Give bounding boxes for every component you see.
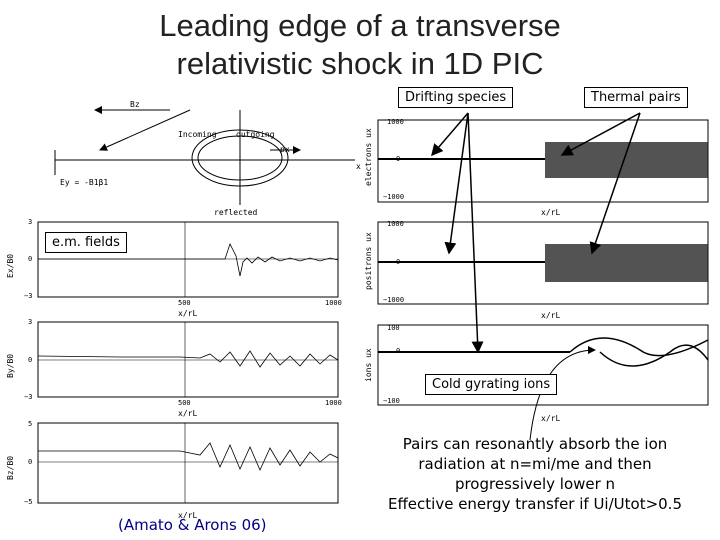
- by-xtick-1000: 1000: [325, 399, 342, 407]
- left-panel-midlines: [38, 222, 338, 503]
- sketch-ey-label: Ey = -B1β1: [60, 178, 109, 187]
- by-xlabel: x/rL: [178, 409, 198, 418]
- thermal-pairs-callout: Thermal pairs: [584, 87, 688, 108]
- positrons-ytick-bot: −1000: [383, 296, 405, 304]
- title-line-1: Leading edge of a transverse: [159, 8, 561, 43]
- ex-ytick-top: 3: [28, 218, 33, 226]
- ex-xtick-500: 500: [178, 299, 191, 307]
- ions-ylabel: ions ux: [364, 348, 373, 382]
- bz-ytick-top: 5: [28, 420, 33, 428]
- ions-xlabel: x/rL: [541, 414, 561, 423]
- bz-xlabel: x/rL: [178, 511, 198, 520]
- sketch-bz-label: Bz: [130, 100, 140, 109]
- electrons-ytick-bot: −1000: [383, 193, 405, 201]
- phase-space-traces: [378, 142, 709, 367]
- by-trace: [37, 350, 339, 368]
- title-line-2: relativistic shock in 1D PIC: [176, 46, 544, 81]
- pairs-arrow: [529, 346, 596, 441]
- ex-xlabel: x/rL: [178, 309, 198, 318]
- citation: (Amato & Arons 06): [118, 516, 267, 534]
- by-ylabel: By/B0: [6, 353, 15, 378]
- note-line-2: radiation at n=mi/me and then: [418, 455, 652, 473]
- by-xtick-500: 500: [178, 399, 191, 407]
- cold-ions-callout: Cold gyrating ions: [425, 374, 558, 395]
- bz-ytick-bot: −5: [24, 498, 33, 506]
- sketch-x-label: x: [356, 162, 361, 171]
- positrons-thermal-cloud: [545, 244, 708, 282]
- by-ytick-bot: −3: [24, 393, 33, 401]
- note-line-3: progressively lower n: [454, 475, 616, 493]
- bz-arrow-2: [99, 109, 191, 151]
- ex-xtick-1000: 1000: [325, 299, 342, 307]
- em-fields-callout: e.m. fields: [45, 232, 127, 253]
- bz-ylabel: Bz/B0: [6, 455, 15, 480]
- gyration-loop-inner: [197, 135, 283, 181]
- gyration-loop-outer: [191, 129, 289, 187]
- sketch-px-label: px: [280, 145, 290, 154]
- positrons-ytick-mid: 0: [396, 258, 401, 266]
- bz-trace: [38, 442, 339, 471]
- by-ytick-mid: 0: [28, 356, 33, 364]
- callout-arrows: [431, 112, 641, 354]
- ex-ylabel: Ex/B0: [6, 253, 15, 278]
- sketch-incoming-label: Incoming: [178, 130, 217, 139]
- note-line-1: Pairs can resonantly absorb the ion: [402, 435, 668, 453]
- positrons-xlabel: x/rL: [541, 311, 561, 320]
- shock-sketch: [54, 106, 355, 205]
- field-traces: [37, 242, 339, 471]
- note-line-4: Effective energy transfer if Ui/Utot>0.5: [387, 495, 682, 513]
- sketch-reflected-label: reflected: [214, 208, 258, 217]
- left-panel-frames: [37, 221, 339, 504]
- ions-ytick-mid: 0: [396, 347, 401, 355]
- ex-ytick-bot: −3: [24, 292, 33, 300]
- by-ytick-top: 3: [28, 318, 33, 326]
- note-block: Pairs can resonantly absorb the ion radi…: [355, 434, 715, 514]
- ion-gyration-curve: [569, 337, 709, 357]
- bz-ytick-mid: 0: [28, 458, 33, 466]
- electrons-ytick-mid: 0: [396, 155, 401, 163]
- ions-ytick-top: 100: [387, 324, 400, 332]
- drifting-species-callout: Drifting species: [398, 87, 514, 108]
- ions-ytick-bot: −100: [383, 397, 400, 405]
- electrons-ylabel: electrons ux: [364, 128, 373, 186]
- positrons-ytick-top: 1000: [387, 220, 404, 228]
- ex-trace: [38, 242, 339, 277]
- ex-ytick-mid: 0: [28, 255, 33, 263]
- sketch-outgoing-label: outgoing: [236, 130, 275, 139]
- electrons-xlabel: x/rL: [541, 208, 561, 217]
- electrons-ytick-top: 1000: [387, 118, 404, 126]
- positrons-ylabel: positrons ux: [364, 232, 373, 290]
- electrons-thermal-cloud: [545, 142, 708, 178]
